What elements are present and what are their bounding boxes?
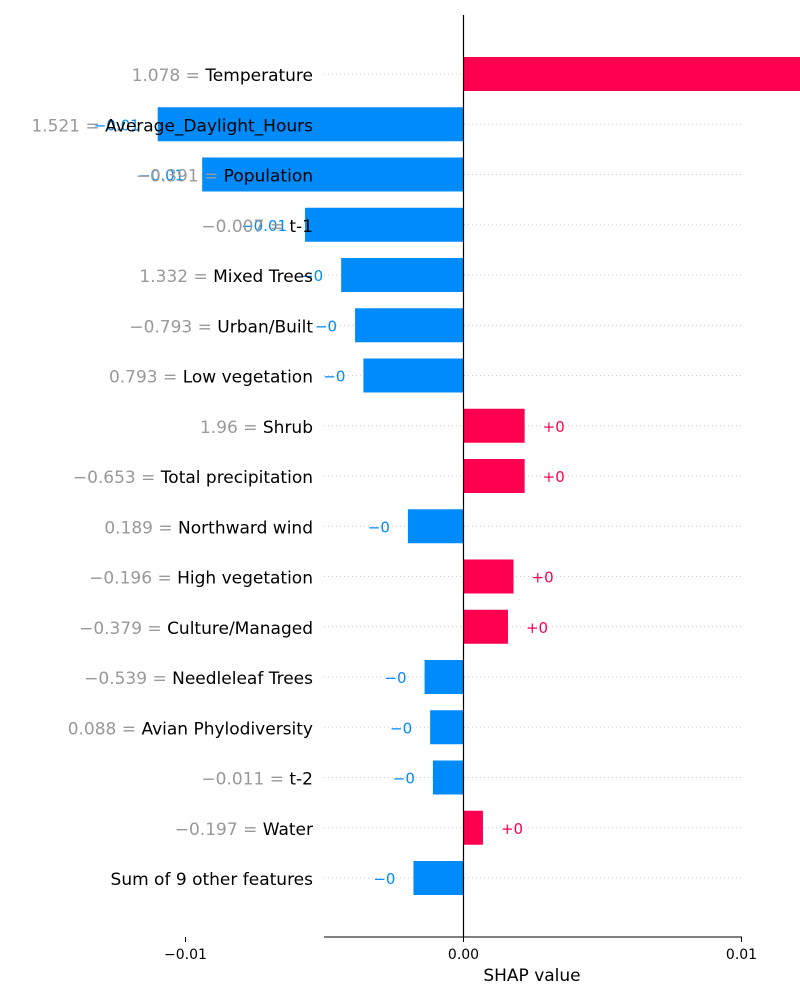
shap-value-label: −0 [315, 317, 337, 335]
feature-value: −0.653 = [73, 468, 161, 488]
feature-value: 0.793 = [109, 368, 183, 388]
grid-layer [324, 74, 742, 878]
feature-label: −0.197 = Water [175, 820, 313, 840]
feature-label: −0.539 = Needleleaf Trees [84, 669, 313, 689]
shap-value-label: +0 [501, 820, 523, 838]
shap-bar [430, 710, 463, 744]
feature-label: −0.793 = Urban/Built [129, 317, 313, 337]
feature-value: −0.197 = [175, 820, 263, 840]
feature-name: Avian Phylodiversity [141, 719, 313, 739]
feature-name: Sum of 9 other features [111, 870, 314, 890]
shap-bar [464, 811, 483, 845]
feature-name: Average_Daylight_Hours [105, 116, 313, 136]
feature-value: 1.078 = [132, 66, 206, 86]
feature-value: −0.007 = [201, 217, 289, 237]
shap-bar [305, 208, 463, 242]
feature-name: Water [263, 820, 313, 840]
feature-name: Shrub [263, 418, 313, 438]
shap-value-label: −0 [373, 870, 395, 888]
feature-name: Needleleaf Trees [172, 669, 313, 689]
shap-value-label: +0 [526, 619, 548, 637]
feature-value: −0.011 = [201, 770, 289, 790]
x-tick-label: 0.01 [726, 947, 757, 963]
shap-bar [464, 409, 525, 443]
shap-value-label: −0 [323, 368, 345, 386]
shap-bar [413, 861, 463, 895]
feature-name: Population [224, 167, 313, 187]
feature-label: 0.793 = Low vegetation [109, 368, 313, 388]
shap-bar [363, 359, 463, 393]
feature-name: Culture/Managed [167, 619, 313, 639]
shap-value-label: −0 [390, 719, 412, 737]
feature-name: Urban/Built [217, 317, 313, 337]
feature-label: −0.196 = High vegetation [89, 569, 313, 589]
feature-label: 1.96 = Shrub [200, 418, 313, 438]
shap-value-label: −0 [384, 669, 406, 687]
feature-name: Total precipitation [160, 468, 313, 488]
shap-bar [464, 57, 800, 91]
x-tick-label: 0.00 [448, 947, 479, 963]
feature-label: −0.007 = t-1 [201, 217, 313, 237]
feature-name: t-1 [289, 217, 313, 237]
feature-value: 1.332 = [139, 267, 213, 287]
shap-value-label: −0 [368, 518, 390, 536]
shap-bar [355, 308, 463, 342]
feature-value: −0.793 = [129, 317, 217, 337]
feature-name: Low vegetation [183, 368, 313, 388]
feature-value: 0.189 = [104, 518, 178, 538]
shap-value-label: +0 [543, 418, 565, 436]
x-tick-label: −0.01 [164, 947, 207, 963]
feature-value: −0.196 = [89, 569, 177, 589]
feature-label: 0.189 = Northward wind [104, 518, 313, 538]
feature-value: −0.539 = [84, 669, 172, 689]
shap-bar [408, 509, 464, 543]
feature-label: 1.332 = Mixed Trees [139, 267, 313, 287]
feature-name: Northward wind [178, 518, 313, 538]
feature-label: −0.391 = Population [136, 167, 313, 187]
feature-label: 1.078 = Temperature [132, 66, 313, 86]
feature-label: −0.653 = Total precipitation [73, 468, 313, 488]
feature-value: 1.96 = [200, 418, 263, 438]
shap-bar [341, 258, 463, 292]
feature-label: −0.011 = t-2 [201, 770, 313, 790]
feature-value: −0.391 = [136, 167, 224, 187]
shap-value-label: +0 [543, 468, 565, 486]
shap-bar [464, 560, 514, 594]
feature-value: 0.088 = [68, 719, 142, 739]
shap-bar [433, 761, 464, 795]
feature-name: t-2 [289, 770, 313, 790]
shap-value-label: −0 [393, 770, 415, 788]
feature-name: High vegetation [177, 569, 313, 589]
feature-label: 1.521 = Average_Daylight_Hours [31, 116, 313, 136]
feature-name: Temperature [204, 66, 313, 86]
feature-name: Mixed Trees [213, 267, 313, 287]
shap-bar [425, 660, 464, 694]
feature-label: Sum of 9 other features [111, 870, 314, 890]
shap-bar [464, 459, 525, 493]
shap-bar [464, 610, 508, 644]
x-axis: −0.010.000.010.020.03 [164, 937, 800, 963]
x-axis-label: SHAP value [483, 966, 580, 986]
feature-value: −0.379 = [79, 619, 167, 639]
feature-label: −0.379 = Culture/Managed [79, 619, 313, 639]
shap-value-label: +0 [532, 569, 554, 587]
feature-value: 1.521 = [31, 116, 105, 136]
feature-label: 0.088 = Avian Phylodiversity [68, 719, 313, 739]
